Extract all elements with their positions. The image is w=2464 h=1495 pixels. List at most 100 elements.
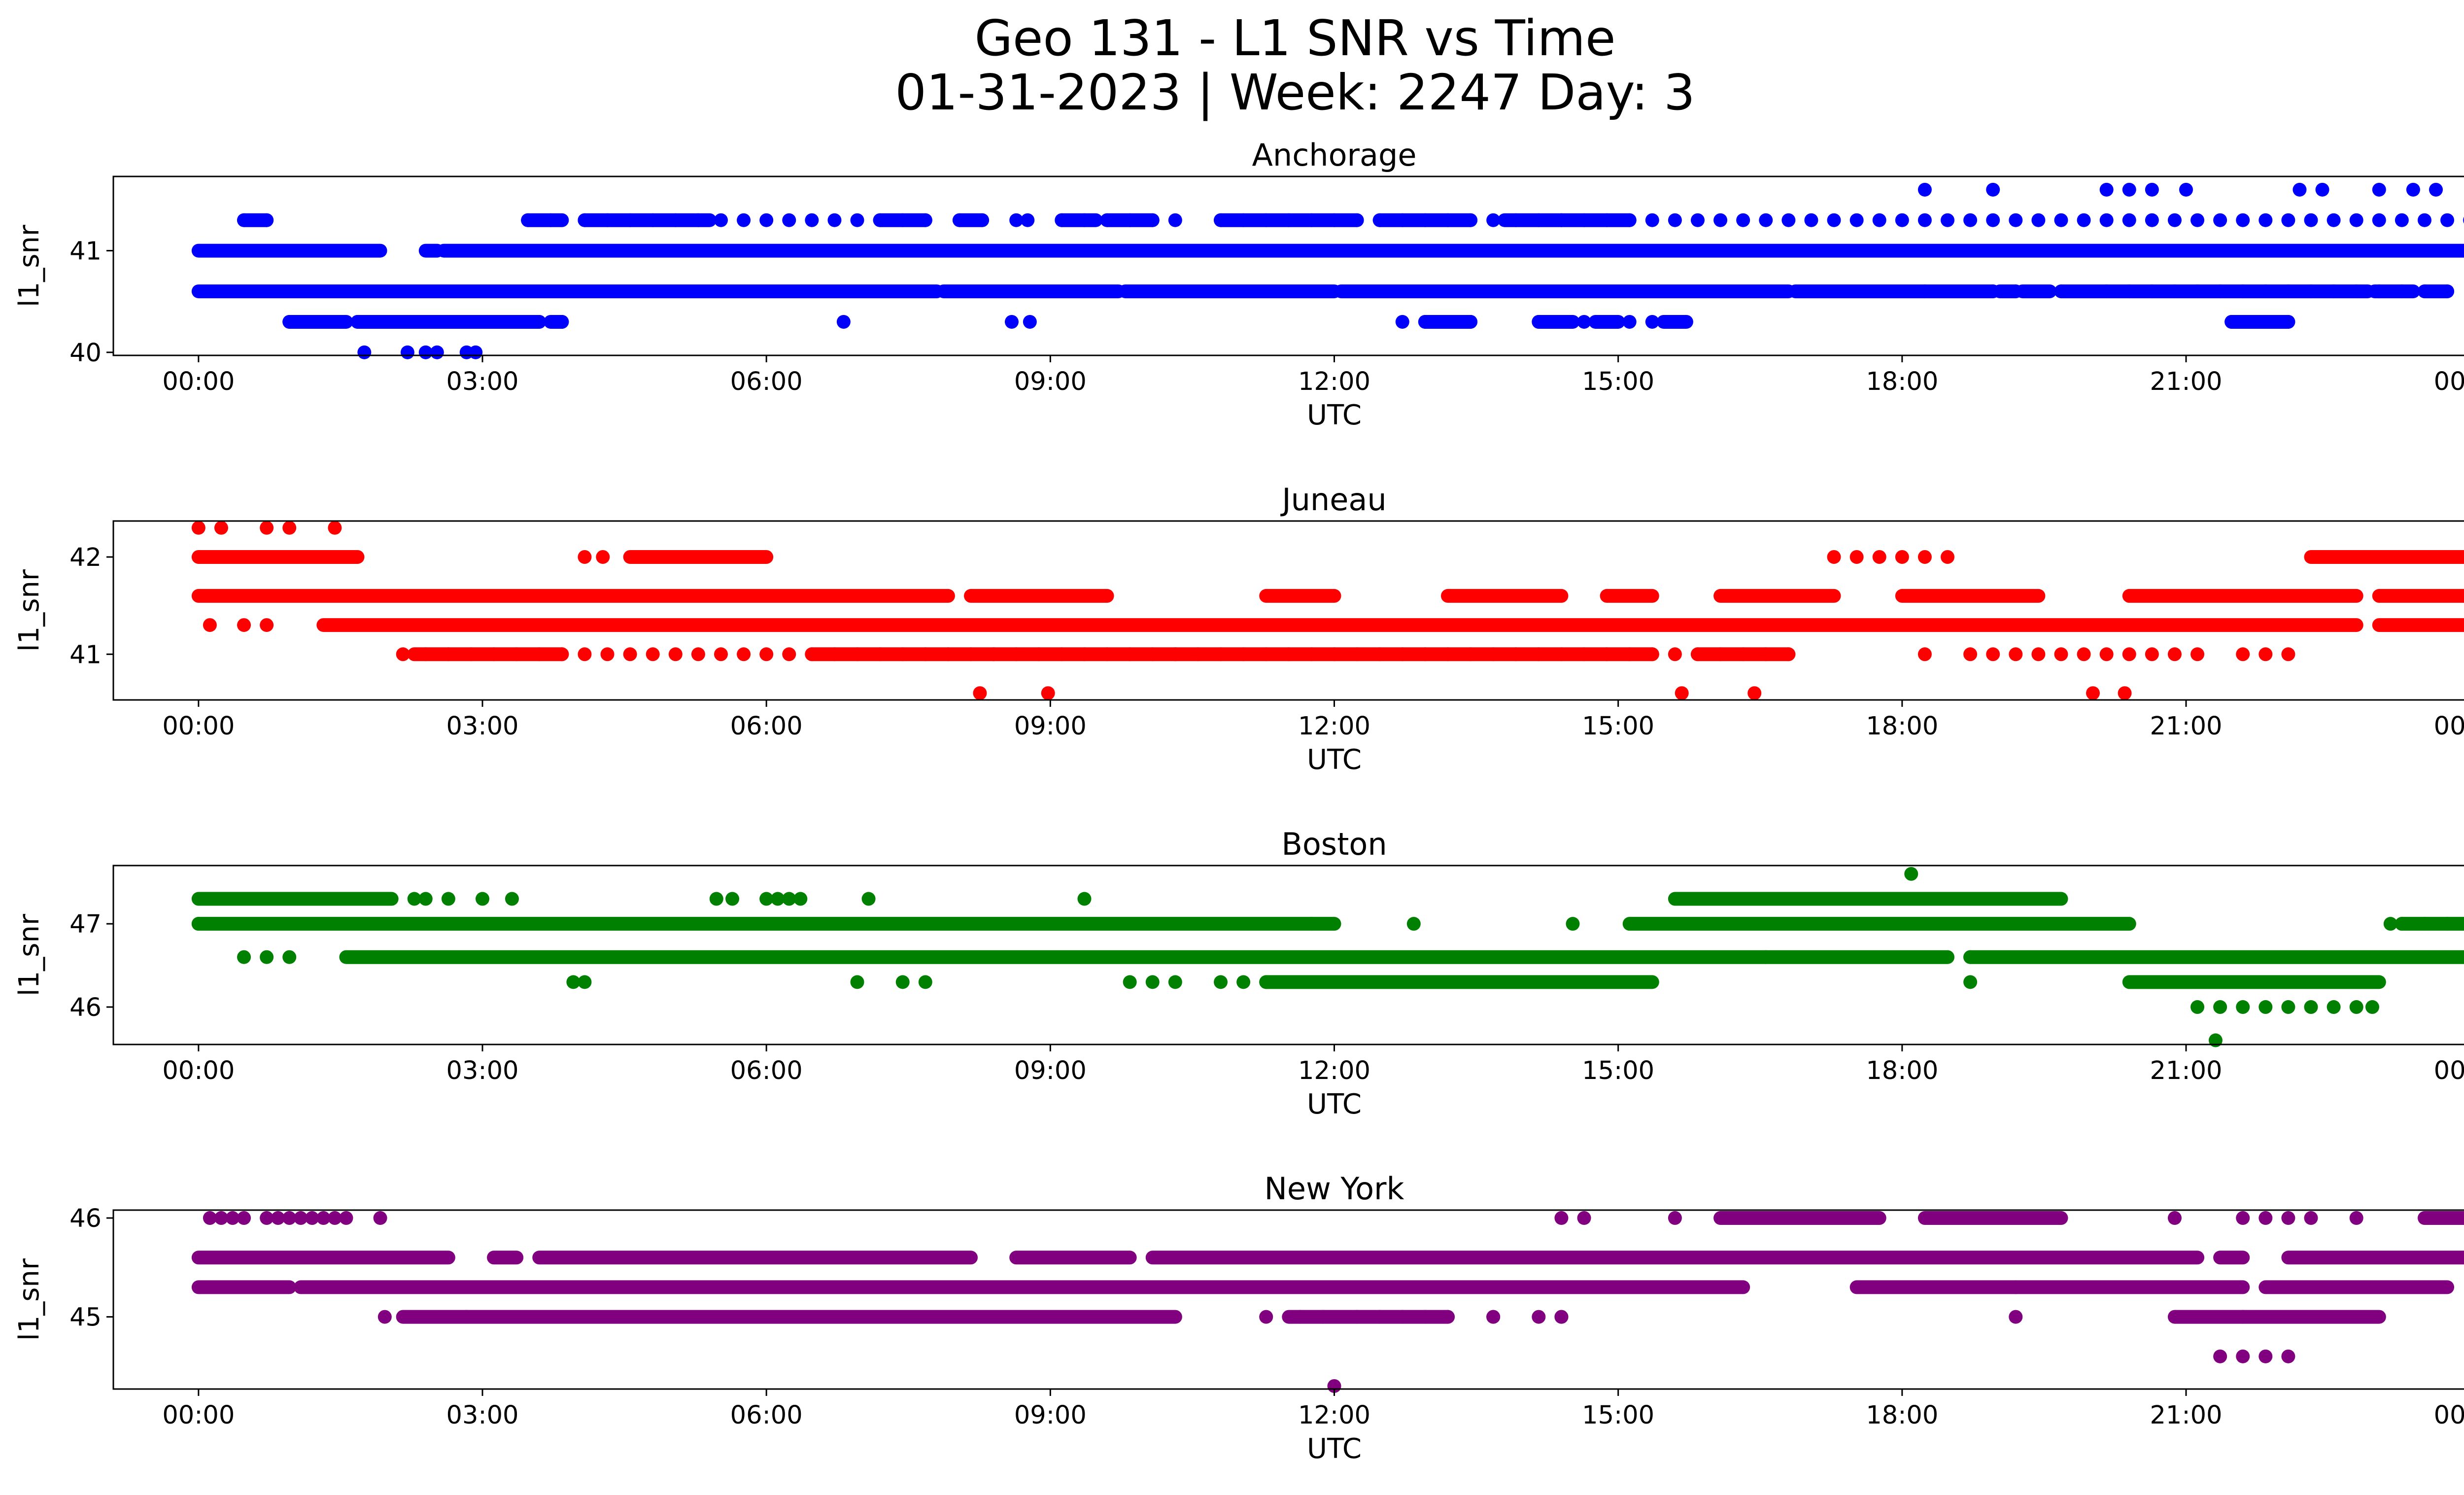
data-point [805, 213, 819, 227]
data-point [2224, 314, 2239, 329]
subplot-juneau: Juneau 00:00 03:00 06:00 09:00 12:00 15:00 18:0… [13, 482, 2464, 776]
data-point [510, 314, 524, 329]
data-point [805, 647, 819, 661]
data-point [1509, 213, 1523, 227]
data-point [1554, 647, 1569, 661]
data-point [1077, 647, 1092, 661]
data-point [1872, 550, 1886, 564]
data-point [2259, 1000, 2273, 1014]
data-run [316, 618, 2363, 632]
data-point [2327, 213, 2341, 227]
data-point [2417, 284, 2431, 299]
data-point [487, 647, 501, 661]
data-point [759, 647, 774, 661]
data-point [2417, 213, 2431, 227]
data-run [936, 284, 1126, 299]
data-run [2304, 550, 2464, 564]
data-run [1009, 1251, 1137, 1265]
data-point [2406, 182, 2420, 197]
data-point [2213, 284, 2227, 299]
data-run [1304, 917, 1341, 931]
data-point [1486, 647, 1501, 661]
data-point [2304, 1000, 2318, 1014]
data-point [1554, 213, 1569, 227]
data-point [2122, 284, 2136, 299]
subplot-title: Juneau [1280, 482, 1386, 518]
y-tick-label: 45 [69, 1303, 102, 1332]
x-tick-label: 00:00 [2434, 367, 2464, 396]
data-run [1118, 284, 1341, 299]
data-point [2349, 284, 2363, 299]
data-point [850, 213, 864, 227]
data-point [2236, 1349, 2250, 1363]
x-axis-label: UTC [1307, 1088, 1362, 1120]
data-point [237, 213, 251, 227]
data-point [2236, 284, 2250, 299]
x-tick-label: 03:00 [446, 712, 519, 741]
data-point [850, 647, 864, 661]
data-point [1009, 647, 1024, 661]
data-point [1963, 975, 1978, 989]
data-point [271, 1211, 285, 1225]
data-run [2236, 1310, 2386, 1324]
data-point [418, 647, 433, 661]
data-point [1577, 1211, 1591, 1225]
data-run [1963, 950, 2464, 964]
data-point [377, 1310, 392, 1324]
data-point [1566, 917, 1580, 931]
x-tick-label: 09:00 [1014, 1401, 1087, 1430]
data-point [1123, 975, 1137, 989]
data-point [1941, 550, 1955, 564]
data-point [1350, 647, 1364, 661]
data-point [2236, 1211, 2250, 1225]
data-point [2372, 182, 2386, 197]
data-point [1963, 950, 1978, 964]
data-run [964, 589, 1114, 603]
data-point [771, 892, 785, 906]
subplot-title: Anchorage [1252, 137, 1416, 173]
data-point [1440, 213, 1455, 227]
data-point [1736, 647, 1750, 661]
data-point [1077, 213, 1092, 227]
data-point [2122, 213, 2136, 227]
data-point [1577, 213, 1591, 227]
data-run [294, 1280, 1750, 1294]
data-point [1259, 647, 1273, 661]
data-run [437, 243, 2464, 258]
data-point [2099, 213, 2114, 227]
data-point [1713, 213, 1728, 227]
data-point [282, 950, 297, 964]
data-point [1895, 213, 1909, 227]
data-run [1713, 589, 1841, 603]
data-points [191, 182, 2464, 359]
data-point [2327, 284, 2341, 299]
data-point [1440, 647, 1455, 661]
data-point [350, 314, 365, 329]
data-point [1827, 213, 1841, 227]
data-point [1509, 647, 1523, 661]
data-point [2145, 284, 2159, 299]
x-tick-label: 00:00 [2434, 1401, 2464, 1430]
data-point [328, 1211, 342, 1225]
data-point [214, 1211, 228, 1225]
x-axis-label: UTC [1307, 744, 1362, 776]
data-point [1895, 550, 1909, 564]
data-point [2440, 917, 2455, 931]
data-point [203, 1211, 217, 1225]
data-point [1464, 213, 1478, 227]
data-point [1236, 213, 1251, 227]
data-run [191, 589, 955, 603]
data-point [459, 1310, 474, 1324]
x-tick-label: 09:00 [1014, 367, 1087, 396]
data-point [1440, 1310, 1455, 1324]
data-point [646, 647, 660, 661]
data-point [1804, 213, 1818, 227]
data-point [1532, 213, 1546, 227]
data-point [532, 647, 547, 661]
data-point [793, 892, 808, 906]
data-point [487, 314, 501, 329]
data-point [2281, 1000, 2295, 1014]
data-point [1406, 917, 1421, 931]
data-point [469, 345, 483, 359]
